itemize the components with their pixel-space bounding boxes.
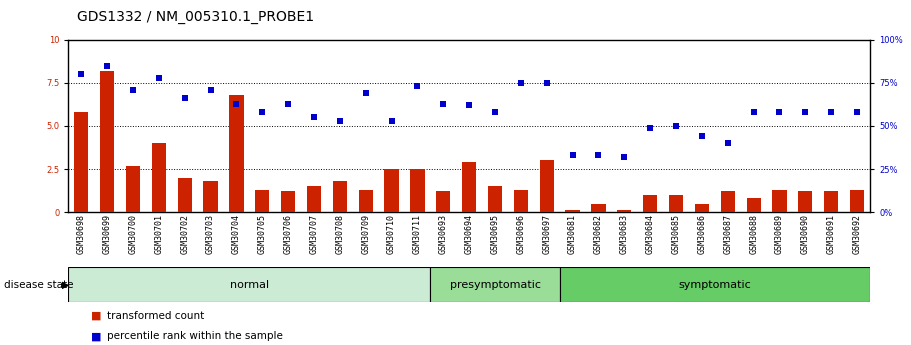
- Point: [591, 152, 606, 158]
- Bar: [178, 178, 192, 212]
- Bar: [798, 191, 813, 212]
- Bar: [462, 162, 476, 212]
- Point: [462, 102, 476, 108]
- Text: ▶: ▶: [62, 280, 69, 289]
- Point: [126, 87, 140, 92]
- Bar: [488, 186, 502, 212]
- Point: [410, 83, 425, 89]
- Point: [203, 87, 218, 92]
- Bar: [281, 191, 295, 212]
- Bar: [721, 191, 735, 212]
- Point: [307, 115, 322, 120]
- Bar: [100, 71, 114, 212]
- Bar: [68, 267, 430, 302]
- Point: [617, 154, 631, 160]
- Bar: [539, 160, 554, 212]
- Bar: [746, 198, 761, 212]
- Bar: [514, 190, 528, 212]
- Bar: [152, 143, 166, 212]
- Bar: [74, 112, 88, 212]
- Bar: [695, 204, 709, 212]
- Point: [255, 109, 270, 115]
- Point: [74, 71, 88, 77]
- Bar: [850, 190, 865, 212]
- Point: [798, 109, 813, 115]
- Text: disease state: disease state: [4, 280, 73, 289]
- Point: [281, 101, 295, 106]
- Bar: [824, 191, 838, 212]
- Bar: [255, 190, 270, 212]
- Bar: [559, 267, 870, 302]
- Bar: [333, 181, 347, 212]
- Bar: [410, 169, 425, 212]
- Point: [514, 80, 528, 86]
- Point: [358, 90, 373, 96]
- Bar: [384, 169, 399, 212]
- Text: GDS1332 / NM_005310.1_PROBE1: GDS1332 / NM_005310.1_PROBE1: [77, 10, 314, 24]
- Point: [566, 152, 580, 158]
- Point: [384, 118, 399, 124]
- Text: presymptomatic: presymptomatic: [449, 280, 540, 289]
- Bar: [307, 186, 321, 212]
- Bar: [773, 190, 786, 212]
- Bar: [230, 95, 243, 212]
- Point: [643, 125, 658, 130]
- Point: [333, 118, 347, 124]
- Point: [746, 109, 761, 115]
- Point: [850, 109, 865, 115]
- Bar: [566, 210, 579, 212]
- Point: [151, 75, 166, 80]
- Bar: [643, 195, 658, 212]
- Point: [539, 80, 554, 86]
- Bar: [591, 204, 606, 212]
- Point: [824, 109, 838, 115]
- Text: normal: normal: [230, 280, 269, 289]
- Bar: [203, 181, 218, 212]
- Text: symptomatic: symptomatic: [679, 280, 752, 289]
- Point: [721, 140, 735, 146]
- Text: transformed count: transformed count: [107, 311, 205, 321]
- Point: [100, 63, 115, 68]
- Text: ■: ■: [91, 332, 102, 341]
- Bar: [618, 210, 631, 212]
- Bar: [126, 166, 140, 212]
- Point: [436, 101, 451, 106]
- Point: [230, 101, 244, 106]
- Bar: [359, 190, 373, 212]
- Text: percentile rank within the sample: percentile rank within the sample: [107, 332, 283, 341]
- Point: [487, 109, 502, 115]
- Point: [178, 96, 192, 101]
- Bar: [436, 191, 450, 212]
- Point: [773, 109, 787, 115]
- Point: [694, 134, 709, 139]
- Point: [669, 123, 683, 129]
- Text: ■: ■: [91, 311, 102, 321]
- Bar: [430, 267, 559, 302]
- Bar: [669, 195, 683, 212]
